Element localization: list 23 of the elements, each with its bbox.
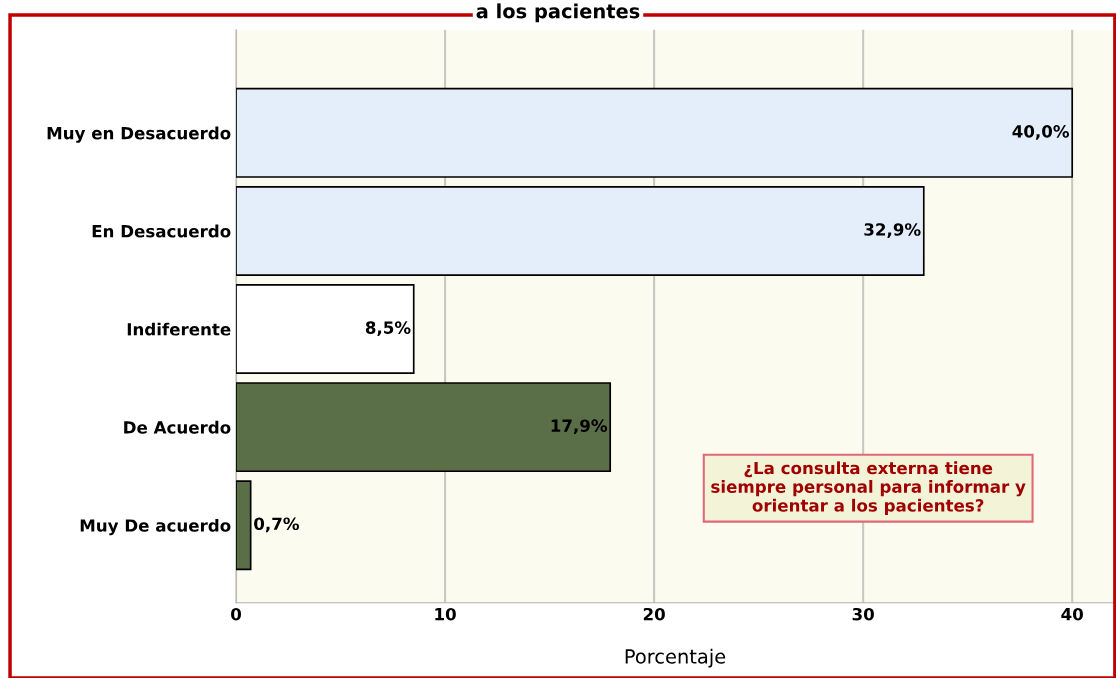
y-tick-label: De Acuerdo (124, 420, 231, 434)
data-label: 17,9% (551, 419, 608, 435)
y-tick-label: En Desacuerdo (92, 224, 231, 238)
y-tick-label: Muy en Desacuerdo (47, 126, 231, 143)
x-tick-label: 40 (1061, 607, 1083, 621)
data-label: 32,9% (864, 223, 921, 238)
chart-title: a los pacientes (476, 3, 640, 23)
bar (236, 480, 252, 571)
data-label: 0,7% (254, 517, 299, 533)
data-label: 40,0% (1012, 125, 1070, 140)
annotation: ¿La consulta externa tiene siempre personal para informar y orientar a los pacientes? (711, 461, 1026, 515)
x-tick-label: 30 (852, 607, 874, 621)
bar (236, 185, 925, 276)
bar (236, 284, 415, 375)
x-tick-label: 10 (435, 607, 456, 621)
y-tick-label: Muy De acuerdo (80, 518, 231, 536)
bar (236, 382, 612, 473)
y-tick-label: Indiferente (127, 322, 231, 336)
x-axis-title: Porcentaje (625, 648, 726, 668)
data-label: 8,5% (365, 321, 411, 337)
bar (236, 87, 1074, 178)
x-tick-label: 0 (231, 607, 242, 621)
x-tick-label: 20 (643, 607, 665, 621)
